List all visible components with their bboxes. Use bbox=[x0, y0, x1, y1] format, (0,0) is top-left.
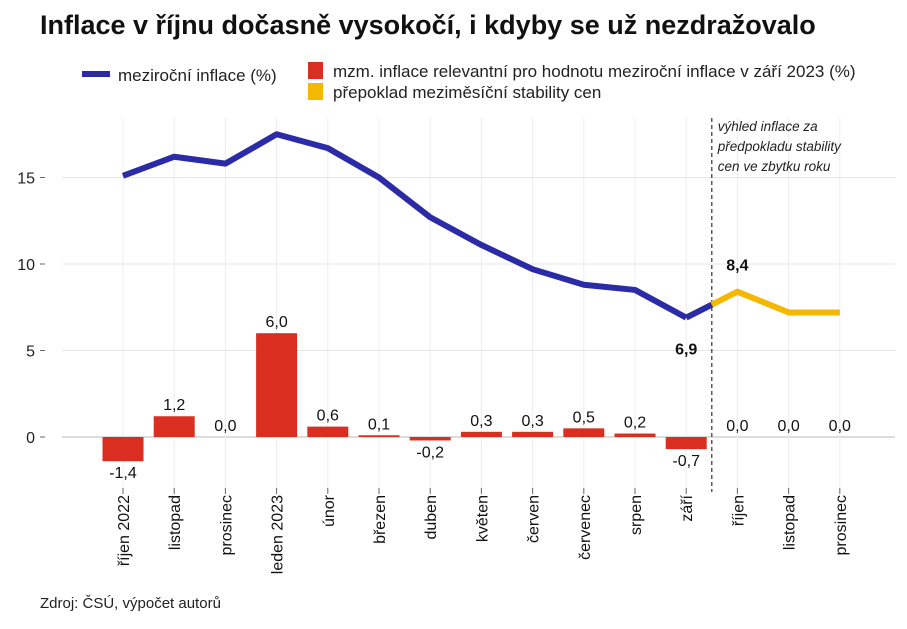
bar-value-label: 0,0 bbox=[829, 418, 851, 435]
chart-title: Inflace v říjnu dočasně vysokočí, i kdyb… bbox=[40, 10, 816, 40]
source-note: Zdroj: ČSÚ, výpočet autorů bbox=[40, 595, 221, 612]
x-tick-label: červen bbox=[526, 495, 543, 543]
bar-value-label: 6,0 bbox=[265, 314, 287, 331]
bar-10 bbox=[614, 433, 656, 437]
bar-value-label: -0,7 bbox=[672, 453, 700, 470]
x-tick-label: srpen bbox=[628, 495, 645, 535]
bar-0 bbox=[102, 437, 144, 462]
legend-line-swatch bbox=[82, 71, 110, 77]
bar-value-label: 0,2 bbox=[624, 415, 646, 432]
y-tick-label: 10 bbox=[17, 257, 35, 274]
y-tick-label: 0 bbox=[26, 430, 35, 447]
legend-bar-swatch bbox=[308, 62, 323, 79]
bar-value-label: 0,1 bbox=[368, 416, 390, 433]
bar-value-label: 0,5 bbox=[573, 409, 595, 426]
bar-6 bbox=[409, 437, 451, 441]
x-tick-label: listopad bbox=[167, 495, 184, 550]
x-tick-label: květen bbox=[474, 495, 491, 542]
bar-value-label: 0,3 bbox=[470, 413, 492, 430]
bar-3 bbox=[256, 333, 298, 437]
x-tick-label: listopad bbox=[782, 495, 799, 550]
bar-1 bbox=[153, 416, 195, 437]
line-value-label: 8,4 bbox=[726, 258, 748, 275]
bar-8 bbox=[512, 431, 554, 437]
bar-value-label: 0,6 bbox=[317, 408, 339, 425]
x-tick-label: duben bbox=[423, 495, 440, 540]
forecast-annotation: cen ve zbytku roku bbox=[718, 159, 831, 174]
line-value-label: 6,9 bbox=[675, 342, 697, 359]
legend-forecast-label: přepoklad meziměsíční stability cen bbox=[333, 83, 602, 102]
bar-7 bbox=[460, 431, 502, 437]
bar-value-label: 1,2 bbox=[163, 397, 185, 414]
forecast-line bbox=[684, 288, 840, 321]
inflation-line bbox=[121, 131, 688, 321]
x-tick-label: prosinec bbox=[218, 495, 235, 555]
bar-value-label: 0,0 bbox=[777, 418, 799, 435]
x-tick-label: září bbox=[679, 494, 696, 521]
bar-9 bbox=[563, 428, 605, 437]
legend-bar-label: mzm. inflace relevantní pro hodnotu mezi… bbox=[333, 62, 856, 81]
bar-value-label: 0,0 bbox=[726, 418, 748, 435]
x-tick-label: prosinec bbox=[833, 495, 850, 555]
bar-5 bbox=[358, 435, 400, 437]
bar-value-label: 0,0 bbox=[214, 418, 236, 435]
x-tick-label: leden 2023 bbox=[270, 495, 287, 574]
bar-11 bbox=[665, 437, 707, 450]
y-tick-label: 15 bbox=[17, 171, 35, 188]
bar-4 bbox=[307, 426, 349, 437]
forecast-annotation: předpokladu stability bbox=[717, 139, 842, 154]
bar-value-label: -0,2 bbox=[416, 444, 444, 461]
bar-value-label: 0,3 bbox=[521, 413, 543, 430]
inflation-line-tail bbox=[684, 301, 714, 321]
x-tick-label: říjen 2022 bbox=[116, 495, 133, 566]
legend-forecast-swatch bbox=[308, 83, 323, 100]
x-tick-label: říjen bbox=[730, 495, 747, 526]
bar-value-label: -1,4 bbox=[109, 465, 137, 482]
x-tick-label: únor bbox=[321, 494, 338, 527]
forecast-annotation: výhled inflace za bbox=[718, 119, 818, 134]
y-tick-label: 5 bbox=[26, 344, 35, 361]
legend-line-label: meziroční inflace (%) bbox=[118, 66, 277, 85]
x-tick-label: březen bbox=[372, 495, 389, 544]
x-tick-label: červenec bbox=[577, 495, 594, 560]
